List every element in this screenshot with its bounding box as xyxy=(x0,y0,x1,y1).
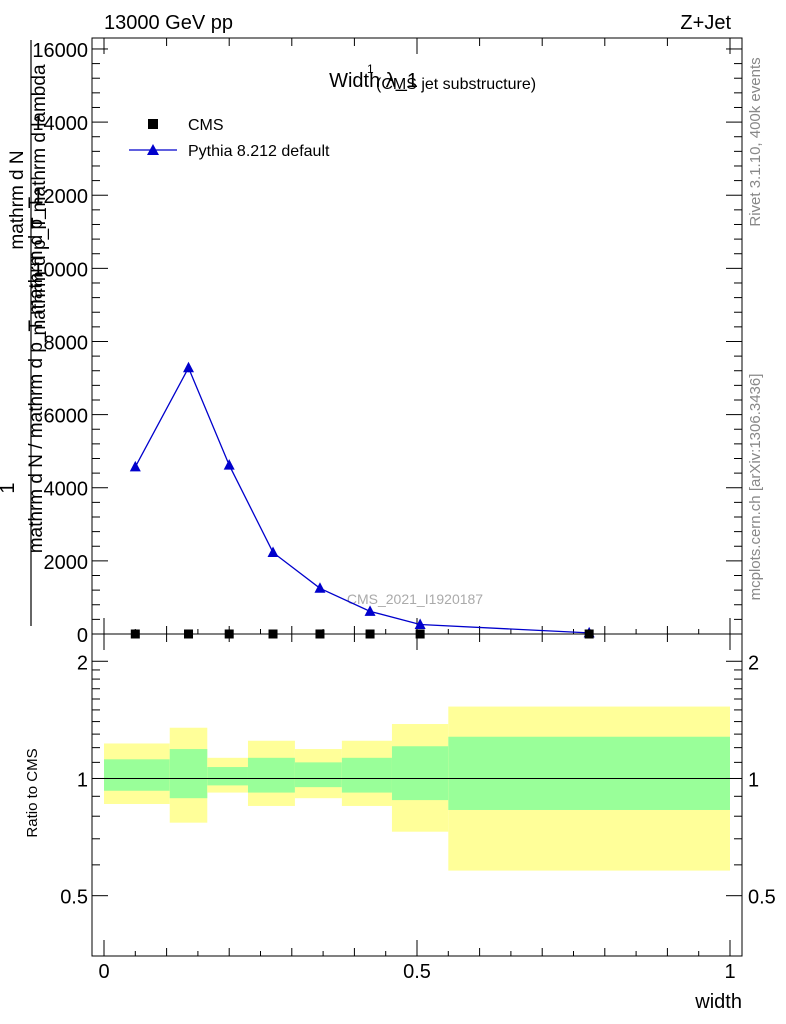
ratio-panel: 0.5 0.5 1 1 2 2 0 0.5 1 Ratio to CMS width xyxy=(24,633,776,1013)
ratio-inner-band xyxy=(169,749,208,799)
pythia-point xyxy=(129,460,141,472)
ratio-inner-band xyxy=(448,736,730,810)
ratio-y-tick-label: 2 xyxy=(77,652,88,674)
main-y-label-line: mathrm d p_T mathrm d lambda xyxy=(29,64,50,335)
mcplots-label: mcplots.cern.ch [arXiv:1306.3436] xyxy=(747,374,764,601)
pythia-point xyxy=(267,546,279,557)
ratio-inner-band xyxy=(104,759,170,791)
x-axis-label: width xyxy=(694,991,742,1013)
main-y-tick-label: 2000 xyxy=(44,552,89,574)
ratio-y-tick-label-right: 2 xyxy=(748,652,759,674)
ratio-inner-band xyxy=(391,746,449,801)
main-y-tick-label: 4000 xyxy=(44,479,89,501)
main-subtitle: (CMS jet substructure) xyxy=(376,76,536,93)
x-tick-label: 1 xyxy=(724,961,735,983)
legend-cms-marker xyxy=(148,119,158,129)
ratio-inner-band xyxy=(207,767,248,786)
x-tick-label: 0.5 xyxy=(403,961,431,983)
ratio-y-tick-label: 1 xyxy=(77,769,88,791)
main-y-tick-label: 16000 xyxy=(32,40,88,62)
pythia-point xyxy=(183,361,195,373)
ratio-y-axis-label: Ratio to CMS xyxy=(24,748,41,837)
main-y-label-line: 1 xyxy=(0,482,19,493)
header-left: 13000 GeV pp xyxy=(104,12,233,34)
main-y-tick-label: 8000 xyxy=(44,332,89,354)
ratio-y-tick-label-right: 1 xyxy=(748,769,759,791)
pythia-point xyxy=(223,459,235,470)
main-panel: 1mathrm d N / mathrm d p_T mathrm d p_Tm… xyxy=(0,37,743,647)
main-y-tick-label: 0 xyxy=(77,625,88,647)
main-y-axis-label: 1mathrm d N / mathrm d p_T mathrm d p_Tm… xyxy=(0,40,50,626)
ratio-y-tick-label: 0.5 xyxy=(60,887,88,909)
legend-pythia-marker xyxy=(147,144,159,155)
main-y-tick-label: 10000 xyxy=(32,259,88,281)
pythia-point xyxy=(414,618,426,629)
x-tick-label: 0 xyxy=(98,961,109,983)
header-right: Z+Jet xyxy=(680,12,731,34)
pythia-line xyxy=(134,366,590,634)
rivet-label: Rivet 3.1.10, 400k events xyxy=(747,57,764,226)
ratio-inner-band xyxy=(247,757,295,793)
ratio-axes: 0.5 0.5 1 1 2 2 0 0.5 1 xyxy=(60,633,776,983)
legend-pythia-label: Pythia 8.212 default xyxy=(188,143,330,160)
ratio-inner-band xyxy=(294,762,342,788)
legend: CMS Pythia 8.212 default xyxy=(129,117,330,160)
watermark: CMS_2021_I1920187 xyxy=(347,591,483,607)
legend-cms-label: CMS xyxy=(188,117,224,134)
main-axes: 0 2000 4000 6000 8000 10000 12000 14000 16000 xyxy=(32,37,743,647)
pythia-point xyxy=(364,605,376,616)
pythia-point xyxy=(314,582,326,593)
main-y-tick-label: 12000 xyxy=(32,186,88,208)
main-y-label-line: mathrm d N xyxy=(7,150,28,249)
main-title: Width λ_1 xyxy=(329,70,418,92)
main-y-tick-label: 14000 xyxy=(32,113,88,135)
ratio-y-tick-label-right: 0.5 xyxy=(748,887,776,909)
main-title-sup: 1 xyxy=(367,62,374,76)
ratio-bands xyxy=(92,706,742,871)
main-y-tick-label: 6000 xyxy=(44,406,89,428)
ratio-inner-band xyxy=(341,757,392,793)
